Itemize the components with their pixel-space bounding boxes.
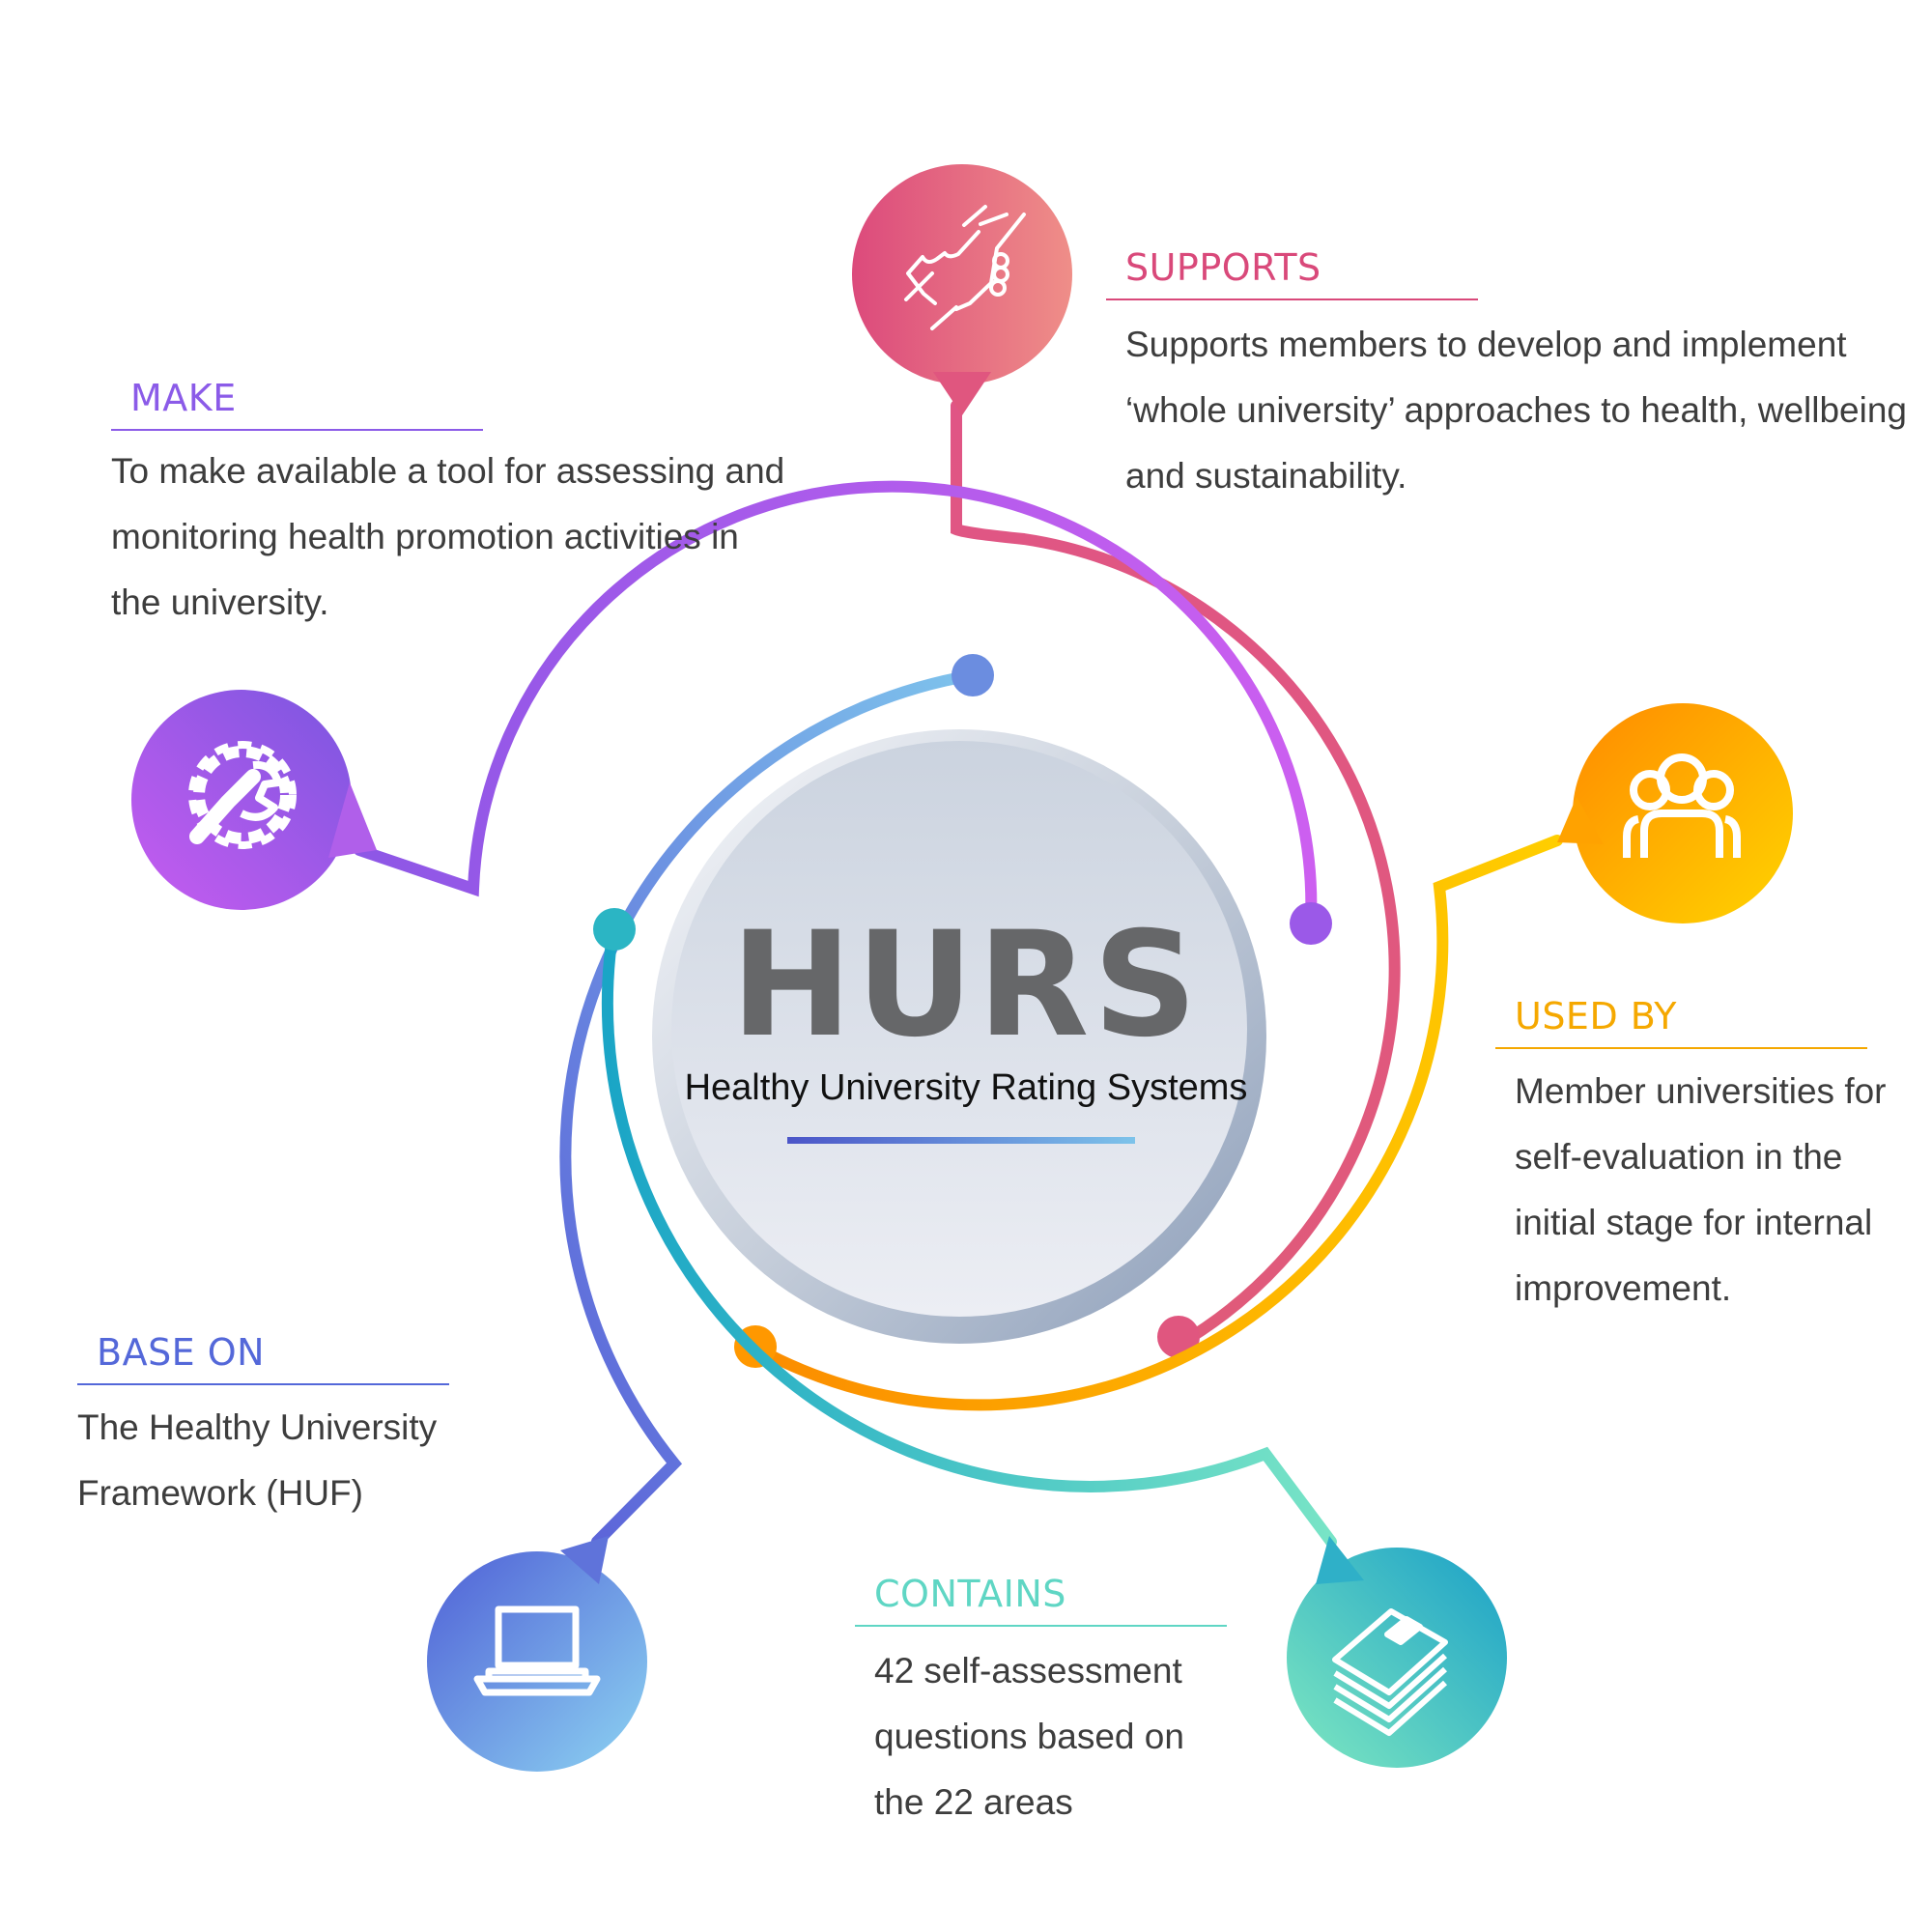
make-block: MAKE To make available a tool for assess… [111, 377, 807, 636]
used-by-rule [1495, 1047, 1867, 1049]
used-by-block: USED BY Member universities for self-eva… [1495, 995, 1920, 1321]
used-by-badge [1557, 703, 1793, 923]
used-by-heading: USED BY [1515, 995, 1677, 1037]
contains-text: 42 self-assessment questions based on th… [874, 1651, 1184, 1822]
make-heading: MAKE [130, 377, 237, 419]
supports-badge [852, 164, 1072, 415]
base-on-heading: BASE ON [97, 1331, 266, 1374]
center-underline [787, 1137, 1135, 1144]
contains-rule [855, 1625, 1227, 1627]
make-badge [131, 690, 377, 910]
make-end-dot [1290, 902, 1332, 945]
make-rule [111, 429, 483, 431]
supports-end-dot [1157, 1316, 1200, 1358]
handshake-icon [904, 205, 1026, 330]
used-by-text: Member universities for self-evaluation … [1515, 1071, 1887, 1308]
supports-text: Supports members to develop and implemen… [1125, 325, 1907, 496]
base-on-end-dot [952, 654, 994, 696]
supports-heading: SUPPORTS [1125, 246, 1321, 289]
people-group-icon [1623, 753, 1741, 858]
base-on-connector [559, 669, 979, 1548]
laptop-icon [473, 1605, 601, 1696]
center-subtitle: Healthy University Rating Systems [684, 1067, 1248, 1108]
center-title: HURS [730, 901, 1202, 1069]
supports-connector [951, 400, 1401, 1350]
supports-rule [1106, 298, 1478, 300]
center-disc [652, 729, 1266, 1344]
base-on-rule [77, 1383, 449, 1385]
make-connector [354, 480, 1318, 928]
books-icon [1332, 1608, 1448, 1736]
contains-end-dot [593, 908, 636, 951]
base-on-block: BASE ON The Healthy University Framework… [77, 1331, 560, 1526]
make-text: To make available a tool for assessing a… [111, 451, 785, 622]
contains-badge [1287, 1536, 1507, 1768]
base-on-badge [427, 1536, 647, 1772]
supports-block: SUPPORTS Supports members to develop and… [1106, 246, 1918, 509]
contains-block: CONTAINS 42 self-assessment questions ba… [855, 1573, 1338, 1835]
used-by-connector [750, 835, 1563, 1411]
contains-connector [601, 923, 1337, 1548]
gear-wrench-icon [188, 741, 297, 849]
base-on-text: The Healthy University Framework (HUF) [77, 1407, 438, 1513]
contains-heading: CONTAINS [874, 1573, 1066, 1615]
